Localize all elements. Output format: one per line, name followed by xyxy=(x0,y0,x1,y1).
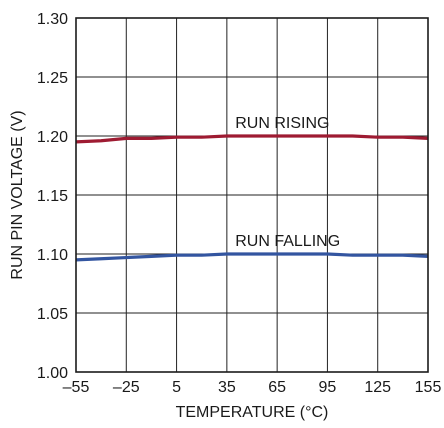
series-annotations: RUN RISING RUN FALLING xyxy=(235,115,340,250)
series-line-1 xyxy=(75,252,429,262)
x-tick-label: 95 xyxy=(319,379,337,396)
y-tick-label: 1.10 xyxy=(37,247,68,264)
y-axis-label: RUN PIN VOLTAGE (V) xyxy=(9,110,26,279)
x-axis-tick-labels: –55 –25 5 35 65 95 125 155 xyxy=(63,379,442,396)
y-tick-label: 1.30 xyxy=(37,11,68,28)
y-axis-tick-labels: 1.00 1.05 1.10 1.15 1.20 1.25 1.30 xyxy=(37,11,68,382)
series-annotation: RUN FALLING xyxy=(235,233,340,250)
y-tick-label: 1.15 xyxy=(37,188,68,205)
x-tick-label: 125 xyxy=(364,379,391,396)
y-tick-label: 1.25 xyxy=(37,70,68,87)
y-tick-label: 1.00 xyxy=(37,365,68,382)
x-tick-label: 65 xyxy=(268,379,286,396)
x-tick-label: 5 xyxy=(172,379,181,396)
x-tick-label: –55 xyxy=(63,379,90,396)
y-tick-label: 1.05 xyxy=(37,306,68,323)
x-tick-label: –25 xyxy=(113,379,140,396)
series-annotation: RUN RISING xyxy=(235,115,329,132)
plot-area-frame xyxy=(75,17,429,373)
x-tick-label: 155 xyxy=(415,379,442,396)
grid xyxy=(76,18,428,372)
x-tick-label: 35 xyxy=(218,379,236,396)
y-tick-label: 1.20 xyxy=(37,129,68,146)
x-axis-label: TEMPERATURE (°C) xyxy=(176,404,329,421)
series-line-0 xyxy=(75,134,429,144)
series-lines xyxy=(75,134,429,262)
